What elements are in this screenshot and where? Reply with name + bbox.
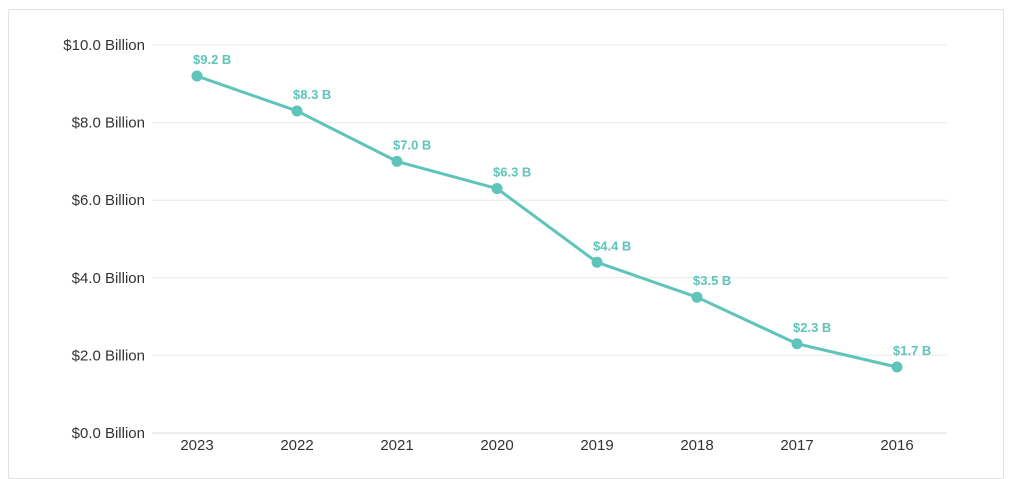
data-point-label: $9.2 B (193, 52, 231, 67)
y-tick-label: $10.0 Billion (63, 37, 145, 54)
data-point-marker (591, 256, 603, 268)
x-tick-label: 2019 (580, 437, 613, 454)
data-series-line (195, 74, 899, 369)
x-tick-label: 2022 (280, 437, 313, 454)
data-point-marker (191, 70, 203, 82)
x-tick-label: 2018 (680, 437, 713, 454)
data-point-label: $8.3 B (293, 87, 331, 102)
data-point-marker (891, 361, 903, 373)
x-tick-label: 2021 (380, 437, 413, 454)
x-axis-labels: 2023 2022 2021 2020 2019 2018 2017 2016 (180, 437, 913, 454)
x-tick-label: 2016 (880, 437, 913, 454)
data-point-label: $3.5 B (693, 273, 731, 288)
y-tick-label: $4.0 Billion (72, 270, 145, 287)
x-tick-label: 2020 (480, 437, 513, 454)
y-tick-label: $0.0 Billion (72, 425, 145, 442)
series-line (195, 74, 899, 369)
data-point-labels: $9.2 B $8.3 B $7.0 B $6.3 B $4.4 B $3.5 B $2.3… (193, 52, 931, 358)
line-chart: $0.0 Billion $2.0 Billion $4.0 Billion $6.0… (63, 37, 947, 454)
data-point-label: $4.4 B (593, 238, 631, 253)
data-point-label: $6.3 B (493, 165, 531, 180)
chart-card (8, 9, 1004, 479)
data-point-label: $7.0 B (393, 137, 431, 152)
y-tick-label: $6.0 Billion (72, 192, 145, 209)
data-point-markers (191, 70, 903, 373)
data-point-marker (291, 105, 303, 117)
data-point-marker (391, 155, 403, 167)
data-point-marker (691, 291, 703, 303)
data-point-marker (491, 183, 503, 195)
data-point-marker (791, 338, 803, 350)
y-axis-labels: $0.0 Billion $2.0 Billion $4.0 Billion $6.0… (63, 37, 145, 442)
data-point-label: $2.3 B (793, 320, 831, 335)
x-tick-label: 2023 (180, 437, 213, 454)
x-tick-label: 2017 (780, 437, 813, 454)
data-point-label: $1.7 B (893, 343, 931, 358)
gridlines (152, 44, 947, 434)
y-tick-label: $2.0 Billion (72, 347, 145, 364)
y-tick-label: $8.0 Billion (72, 115, 145, 132)
